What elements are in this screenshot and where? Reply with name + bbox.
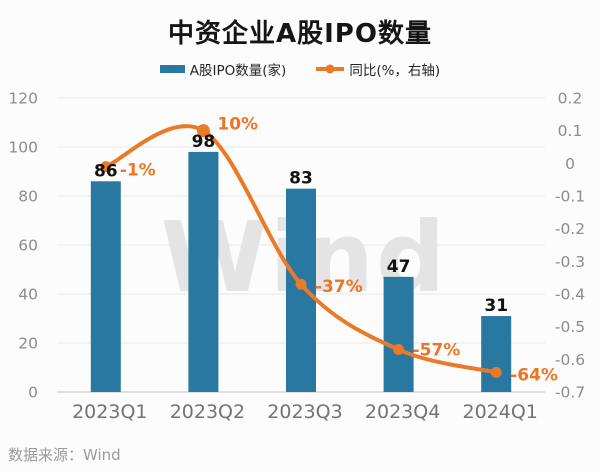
bar-2023Q1 bbox=[90, 181, 121, 392]
left-axis-tick-label: 20 bbox=[18, 335, 38, 353]
bar-2023Q4 bbox=[383, 276, 414, 392]
legend-label-bar-series: A股IPO数量(家) bbox=[189, 63, 287, 79]
bar-value-label: 98 bbox=[192, 132, 216, 152]
yoy-point-2023Q4 bbox=[393, 344, 405, 356]
bar-2023Q2 bbox=[188, 151, 219, 392]
left-axis-tick-label: 0 bbox=[28, 384, 38, 402]
right-axis-tick-label: -0.2 bbox=[555, 220, 585, 238]
bar-value-label: 86 bbox=[94, 161, 118, 181]
bar-value-label: 31 bbox=[484, 296, 508, 316]
right-axis-tick-label: 0.1 bbox=[558, 122, 583, 140]
right-axis-tick-label: -0.3 bbox=[555, 253, 585, 271]
legend: A股IPO数量(家) 同比(%，右轴) bbox=[0, 59, 600, 79]
legend-item-line-series: 同比(%，右轴) bbox=[316, 59, 440, 79]
right-axis-tick-label: 0.2 bbox=[558, 90, 583, 108]
bar-value-label: 47 bbox=[387, 257, 411, 277]
yoy-value-label: -57% bbox=[413, 341, 461, 361]
yoy-point-2024Q1 bbox=[490, 366, 502, 378]
data-source-note: 数据来源：Wind bbox=[8, 446, 121, 464]
right-axis-tick-label: -0.1 bbox=[555, 188, 585, 206]
legend-label-line-series: 同比(%，右轴) bbox=[349, 63, 441, 79]
right-axis-tick-label: -0.6 bbox=[555, 351, 585, 369]
right-axis-tick-label: -0.4 bbox=[555, 286, 585, 304]
yoy-point-2023Q3 bbox=[295, 278, 307, 290]
bar-value-label: 83 bbox=[289, 169, 313, 189]
left-axis-tick-label: 60 bbox=[18, 237, 38, 255]
x-axis-label-2023Q1: 2023Q1 bbox=[72, 401, 147, 423]
bar-2024Q1 bbox=[481, 316, 512, 392]
x-axis-label-2023Q2: 2023Q2 bbox=[170, 401, 245, 423]
yoy-line bbox=[104, 124, 497, 375]
line-series-dot-icon bbox=[325, 64, 335, 74]
bar-2023Q3 bbox=[286, 188, 316, 392]
right-axis-tick-label: 0 bbox=[565, 155, 575, 173]
chart-title: 中资企业A股IPO数量 bbox=[168, 19, 432, 49]
x-axis-label-2023Q4: 2023Q4 bbox=[365, 401, 440, 423]
right-axis-tick-label: -0.7 bbox=[555, 384, 585, 402]
left-axis-tick-label: 80 bbox=[18, 188, 38, 206]
right-axis-tick-label: -0.5 bbox=[555, 318, 585, 336]
yoy-value-label: -1% bbox=[120, 161, 156, 181]
line-series-swatch-icon bbox=[316, 64, 345, 74]
yoy-value-label: -37% bbox=[315, 277, 363, 297]
yoy-value-label: 10% bbox=[217, 115, 258, 135]
left-axis-tick-label: 40 bbox=[18, 286, 38, 304]
legend-item-bar-series: A股IPO数量(家) bbox=[159, 59, 287, 79]
x-axis-label-2024Q1: 2024Q1 bbox=[462, 401, 537, 423]
left-axis-tick-label: 120 bbox=[8, 90, 38, 108]
x-axis-label-2023Q3: 2023Q3 bbox=[267, 401, 342, 423]
left-axis-tick-label: 100 bbox=[8, 139, 38, 157]
bar-series-swatch-icon bbox=[159, 65, 185, 73]
yoy-point-2023Q1 bbox=[100, 161, 112, 173]
yoy-value-label: -64% bbox=[510, 365, 558, 385]
yoy-point-2023Q2 bbox=[196, 124, 210, 138]
